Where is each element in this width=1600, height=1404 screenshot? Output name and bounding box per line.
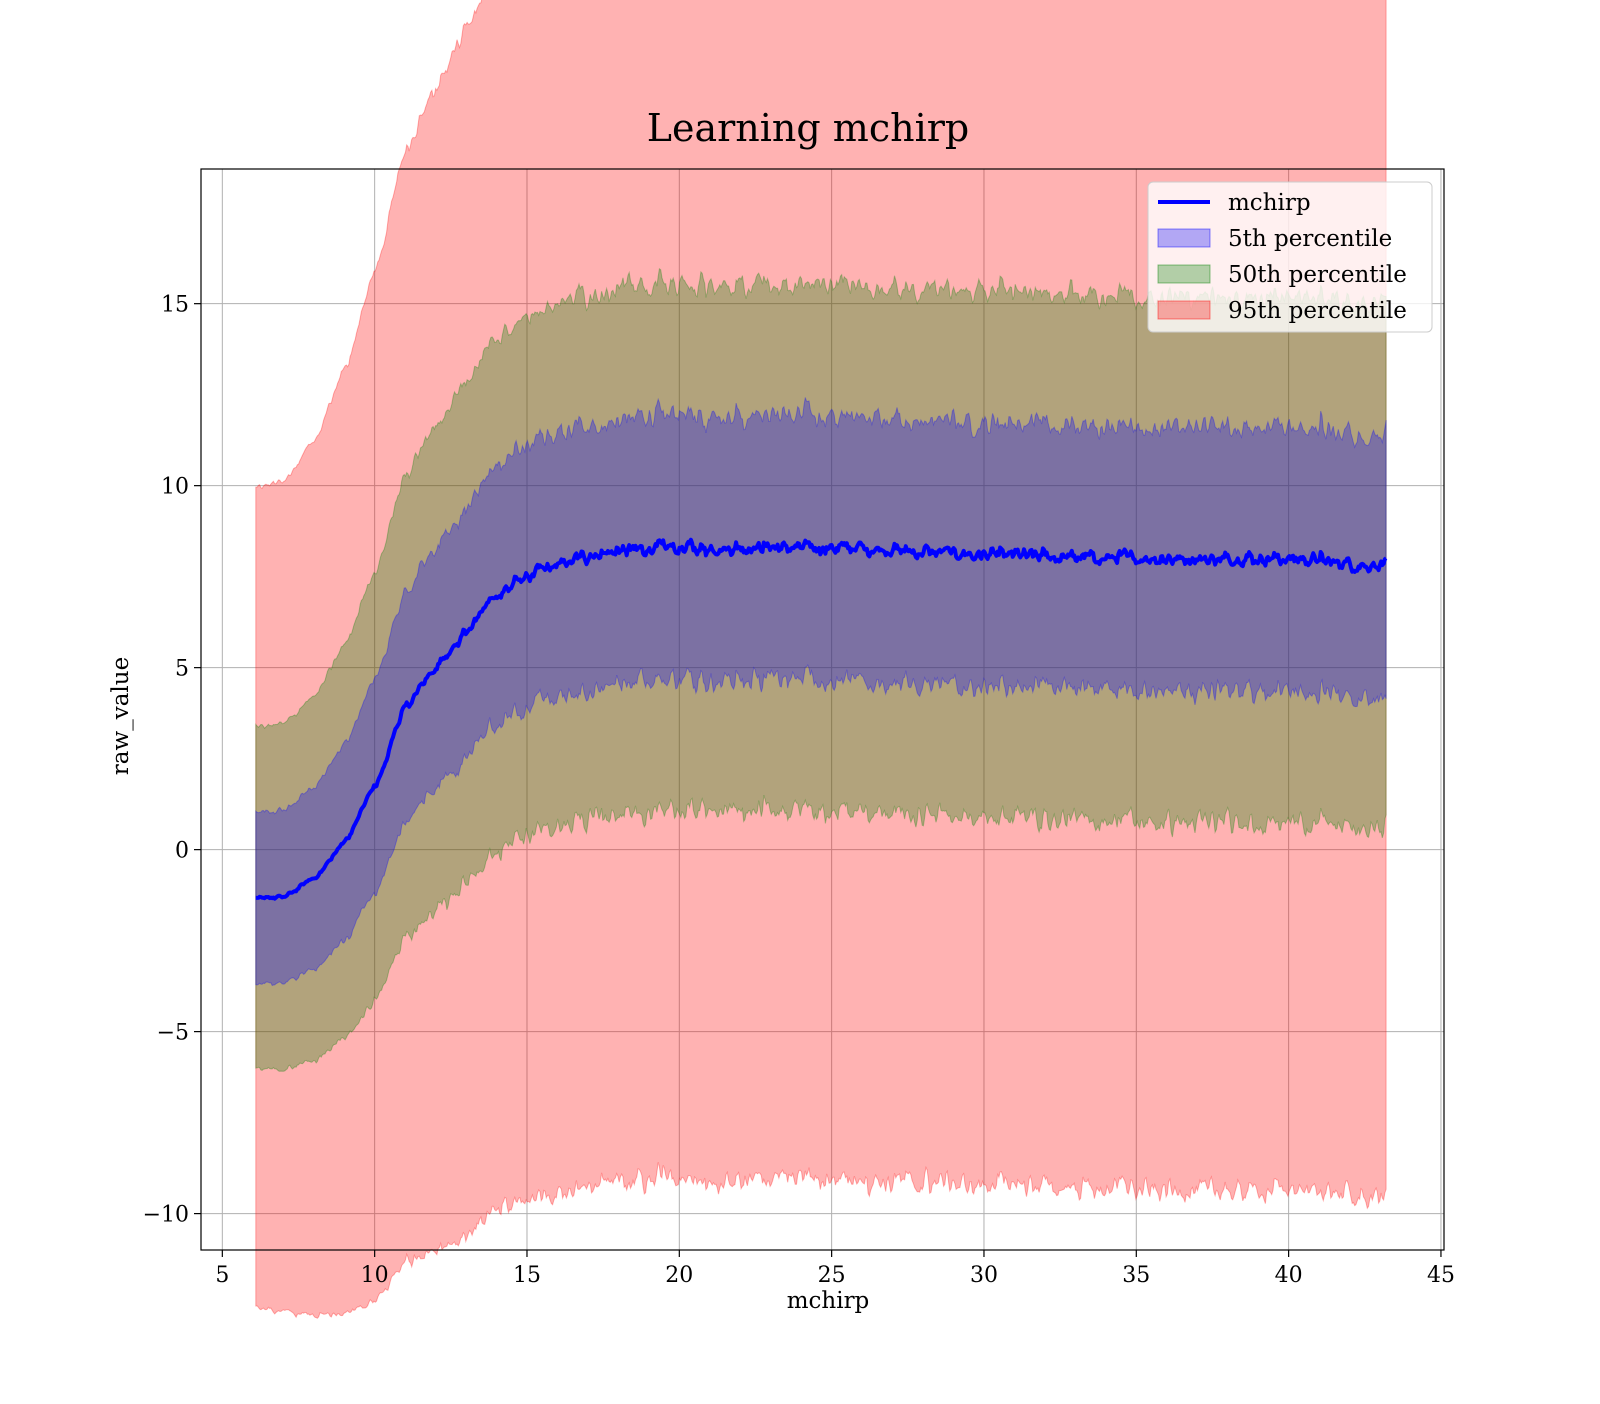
y-tick-label: 10	[161, 475, 189, 500]
y-tick-label: 15	[161, 293, 189, 318]
band-95th-percentile	[255, 0, 1387, 1319]
x-tick-label: 40	[1275, 1263, 1303, 1288]
legend-swatch-5th-percentile	[1157, 228, 1211, 248]
x-tick-label: 30	[970, 1263, 998, 1288]
grid-layer	[201, 169, 1444, 1250]
x-tick-label: 45	[1427, 1263, 1455, 1288]
legend: mchirp 5th percentile 50th percentile 95th …	[1147, 181, 1433, 333]
y-tick-label: −10	[143, 1203, 189, 1228]
band-5th-percentile	[255, 397, 1387, 987]
x-axis-label: mchirp	[787, 1288, 870, 1314]
plot-background-layer	[201, 169, 1444, 1250]
chart-title: Learning mchirp	[647, 106, 969, 150]
legend-label-95th-percentile: 95th percentile	[1228, 298, 1407, 324]
legend-swatch-50th-percentile	[1157, 264, 1211, 284]
x-tick-label: 25	[818, 1263, 846, 1288]
x-tick-label: 10	[361, 1263, 389, 1288]
y-tick-label: −5	[157, 1021, 189, 1046]
x-tick-label: 35	[1122, 1263, 1150, 1288]
series-line-mchirp	[255, 537, 1388, 901]
x-tick-label: 20	[665, 1263, 693, 1288]
axes-frame	[200, 168, 1445, 1251]
y-tick-label: 5	[175, 657, 189, 682]
y-tick-label: 0	[175, 839, 189, 864]
legend-box	[1147, 181, 1433, 333]
line-layer	[255, 537, 1388, 901]
legend-label-mchirp: mchirp	[1228, 190, 1311, 216]
plot-area	[201, 169, 1444, 1250]
band-layer	[255, 0, 1387, 1319]
band-50th-percentile	[255, 267, 1387, 1072]
axes-frame-layer	[200, 168, 1445, 1251]
x-tick-label: 5	[215, 1263, 229, 1288]
x-tick-label: 15	[513, 1263, 541, 1288]
legend-swatch-95th-percentile	[1157, 300, 1211, 320]
legend-label-5th-percentile: 5th percentile	[1228, 226, 1392, 252]
legend-label-50th-percentile: 50th percentile	[1228, 262, 1407, 288]
tick-layer: 5 10 15 20 25 30 35 40 45 −10 −5 0 5 10 15	[143, 293, 1455, 1288]
y-axis-label: raw_value	[108, 657, 134, 775]
